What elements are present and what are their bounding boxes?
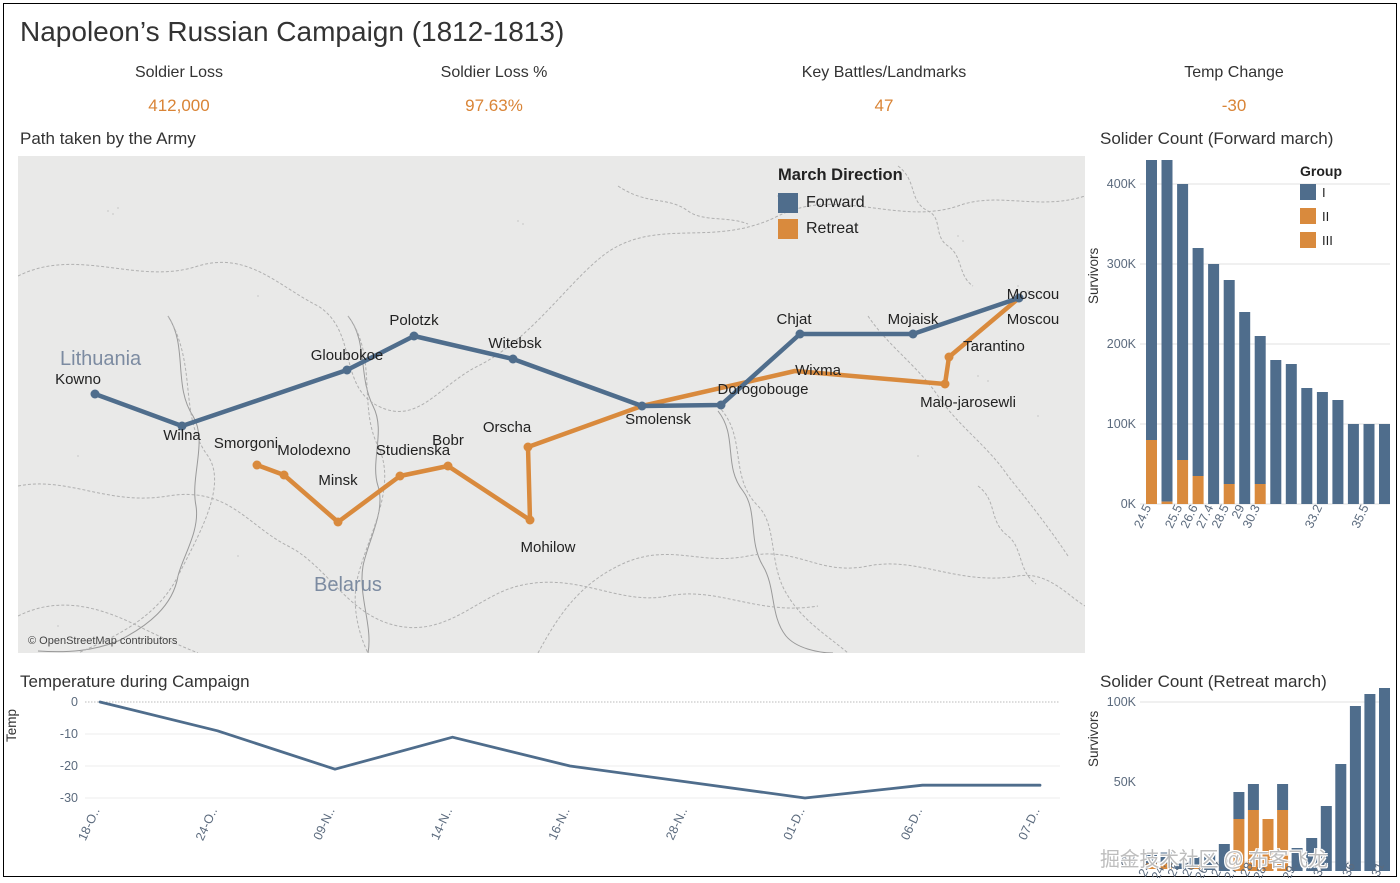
svg-text:06-D..: 06-D.. <box>898 805 925 842</box>
svg-text:28-N..: 28-N.. <box>663 805 690 842</box>
svg-text:0K: 0K <box>1121 497 1137 511</box>
svg-text:200K: 200K <box>1107 337 1137 351</box>
svg-text:400K: 400K <box>1107 177 1137 191</box>
svg-text:16-N..: 16-N.. <box>546 805 573 842</box>
svg-text:I: I <box>1322 185 1326 200</box>
svg-text:100K: 100K <box>1107 695 1137 709</box>
svg-text:14-N..: 14-N.. <box>428 805 455 842</box>
svg-text:35.5: 35.5 <box>1349 502 1372 530</box>
svg-text:01-D..: 01-D.. <box>781 805 808 842</box>
svg-text:Group: Group <box>1300 163 1342 179</box>
svg-text:18-O..: 18-O.. <box>75 805 102 842</box>
svg-text:0: 0 <box>71 695 78 709</box>
svg-text:-30: -30 <box>60 791 78 805</box>
svg-text:09-N..: 09-N.. <box>311 805 338 842</box>
svg-text:100K: 100K <box>1107 417 1137 431</box>
svg-text:-20: -20 <box>60 759 78 773</box>
svg-text:-10: -10 <box>60 727 78 741</box>
svg-text:300K: 300K <box>1107 257 1137 271</box>
svg-text:24-O..: 24-O.. <box>193 805 220 842</box>
svg-text:33.2: 33.2 <box>1302 502 1325 530</box>
svg-text:07-D..: 07-D.. <box>1016 805 1043 842</box>
svg-text:II: II <box>1322 209 1329 224</box>
svg-text:III: III <box>1322 233 1333 248</box>
svg-text:50K: 50K <box>1114 775 1137 789</box>
